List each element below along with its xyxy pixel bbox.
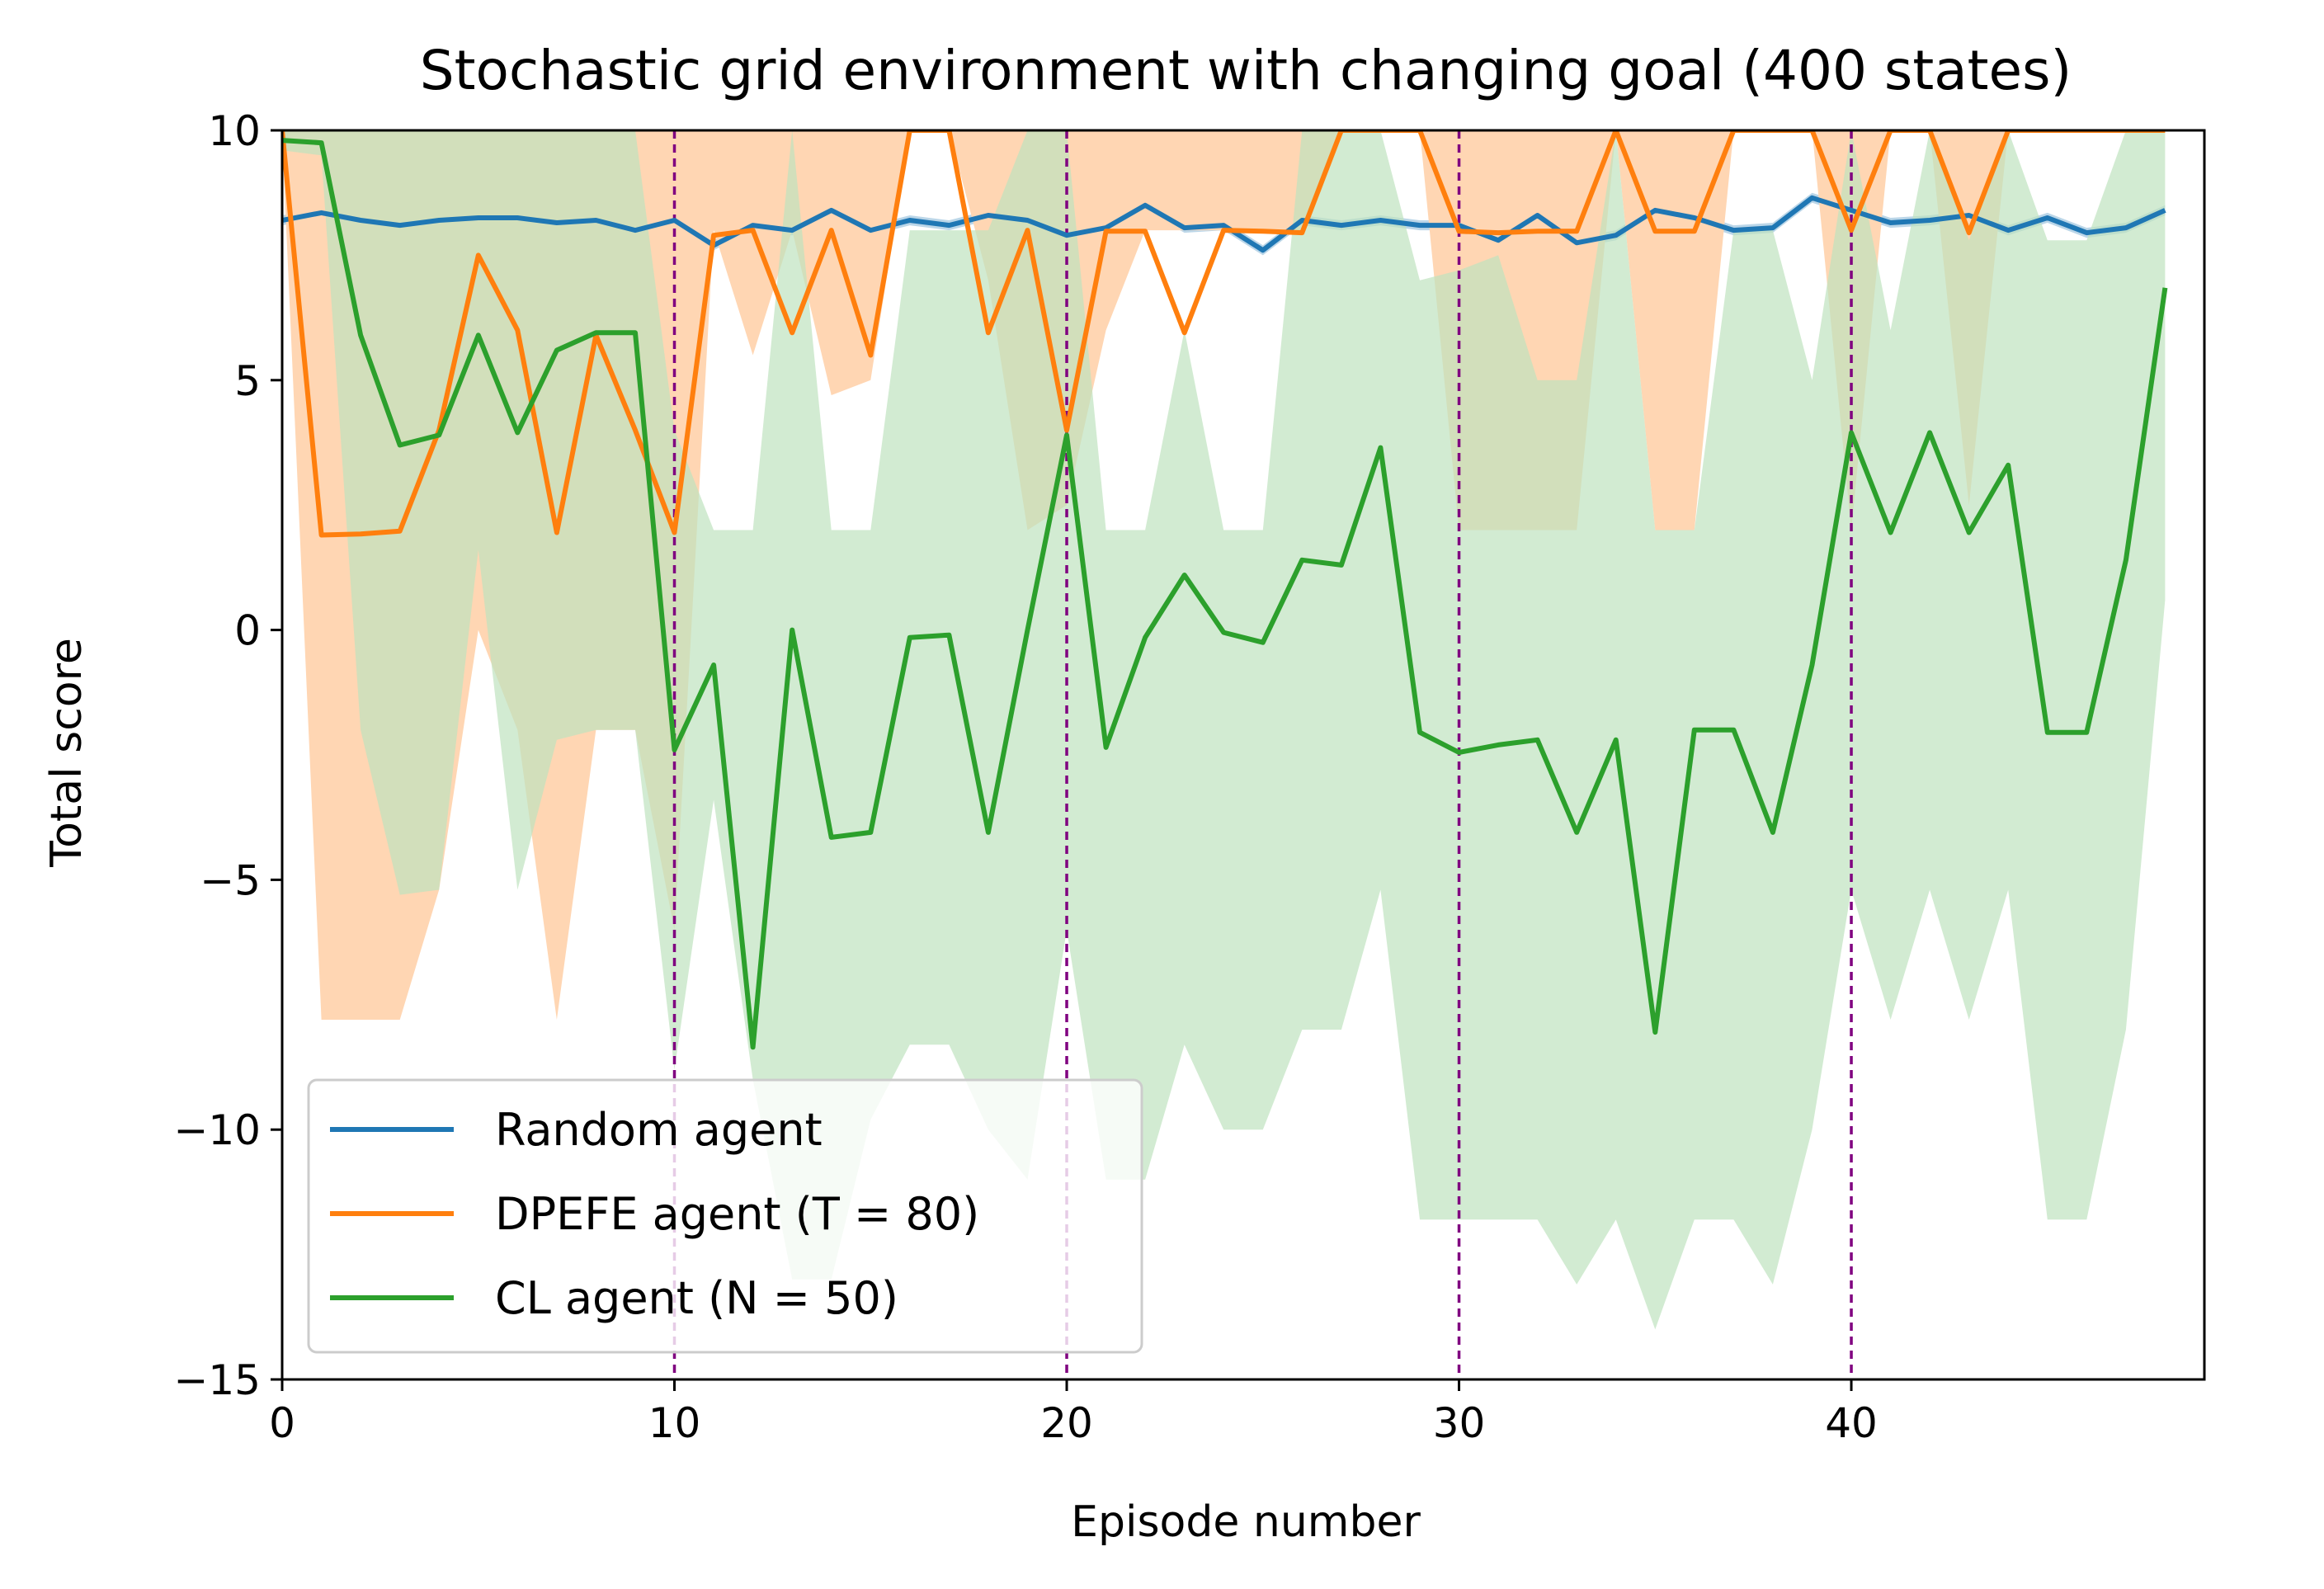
x-tick-label: 40 (1825, 1399, 1878, 1447)
y-tick-label: 0 (234, 607, 261, 655)
plot-area: 0 10 20 30 40 10 5 0 −5 −10 −15 (173, 107, 2206, 1447)
plot-content (282, 130, 2168, 1379)
y-tick-label: −10 (173, 1106, 261, 1154)
legend-label-cl: CL agent (N = 50) (495, 1272, 898, 1324)
x-tick-label: 30 (1433, 1399, 1486, 1447)
x-tick-label: 0 (269, 1399, 295, 1447)
cl-line (282, 138, 2168, 1050)
y-tick-label: −5 (200, 856, 261, 904)
axes-frame (280, 129, 2206, 1381)
legend-label-random: Random agent (495, 1104, 823, 1156)
y-tick-label: 10 (208, 107, 261, 155)
random-line (282, 195, 2166, 253)
y-tick-label: 5 (234, 357, 261, 405)
chart-title: Stochastic grid environment with changin… (420, 39, 2072, 102)
x-tick-label: 10 (648, 1399, 701, 1447)
x-axis-label: Episode number (1071, 1497, 1421, 1547)
dpefe-band (282, 130, 2166, 1020)
legend-frame (307, 1078, 1143, 1354)
y-tick-label: −15 (173, 1356, 261, 1404)
y-axis-label: Total score (42, 638, 92, 868)
x-tick-label: 20 (1040, 1399, 1093, 1447)
legend: Random agent DPEFE agent (T = 80) CL age… (307, 1078, 1143, 1354)
legend-label-dpefe: DPEFE agent (T = 80) (495, 1188, 979, 1240)
